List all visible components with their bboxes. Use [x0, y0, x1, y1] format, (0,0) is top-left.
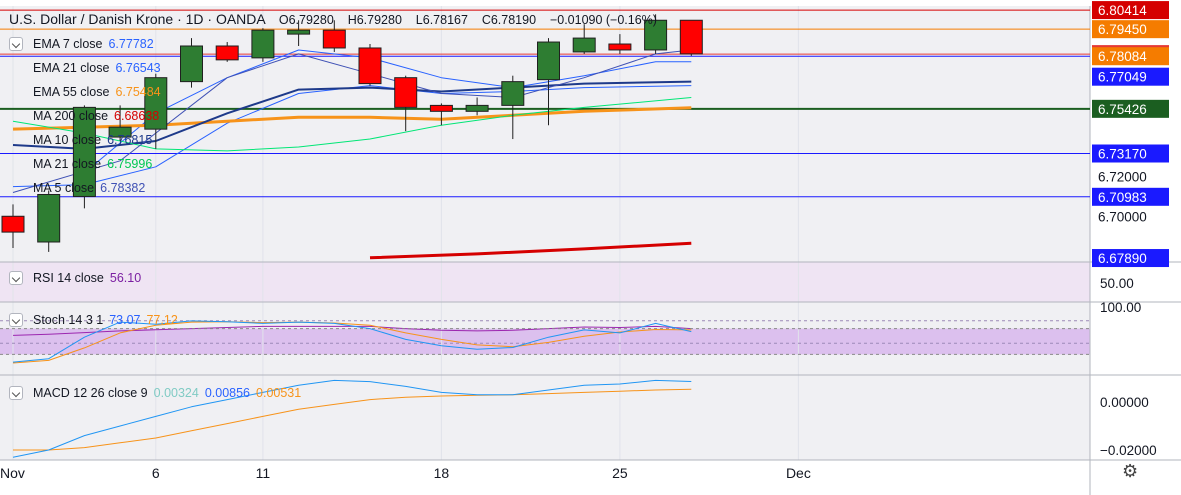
candle-body: [1, 215, 25, 233]
legend-ma5[interactable]: MA 5 close 6.78382: [33, 181, 146, 195]
stoch-collapse-icon[interactable]: [9, 313, 23, 327]
high-value: H6.79280: [347, 13, 402, 27]
symbol-title: U.S. Dollar / Danish Krone · 1D · OANDA: [9, 11, 265, 27]
open-value: O6.79280: [278, 13, 334, 27]
time-axis-label: 11: [256, 465, 271, 481]
rsi-axis-label: 50.00: [1100, 276, 1134, 291]
price-label-bg: [1092, 67, 1169, 86]
candle-body: [144, 77, 168, 130]
price-label-bg: [1092, 99, 1169, 118]
legend-ema55[interactable]: EMA 55 close 6.75484: [33, 85, 161, 99]
close-value: C6.78190: [481, 13, 537, 27]
candle-body: [572, 37, 596, 53]
candle-body: [72, 106, 96, 197]
candle-body: [358, 47, 382, 85]
candle-body: [180, 45, 203, 83]
time-axis-label: Dec: [786, 465, 811, 481]
price-axis-label: 6.70000: [1098, 209, 1147, 224]
macd-legend[interactable]: MACD 12 26 close 9 0.00324 0.00856 0.00531: [33, 386, 302, 400]
stoch-k-line: [12, 320, 692, 363]
price-label-bg: [1092, 144, 1169, 163]
rsi-pane-background: [0, 262, 1090, 302]
price-label-bg: [1092, 249, 1169, 268]
price-axis-label: 6.79450: [1098, 22, 1147, 37]
price-axis-label: 6.80414: [1098, 3, 1147, 18]
chart-header: U.S. Dollar / Danish Krone · 1D · OANDA …: [9, 11, 657, 27]
candle-body: [644, 19, 668, 51]
candle-body: [429, 104, 453, 112]
candle-body: [501, 81, 525, 106]
candle-body: [37, 193, 61, 243]
legend-ma21[interactable]: MA 21 close 6.75996: [33, 157, 153, 171]
collapse-indicators-icon[interactable]: [9, 37, 23, 51]
price-axis-label: 6.67890: [1098, 251, 1147, 266]
price-axis-label: 6.73170: [1098, 147, 1147, 162]
stoch-legend[interactable]: Stoch 14 3 1 73.07 77.12: [33, 313, 178, 327]
candle-body: [394, 77, 418, 108]
macd-line: [12, 379, 692, 458]
price-axis-label: 6.75426: [1098, 102, 1147, 117]
rsi-legend[interactable]: RSI 14 close 56.10: [33, 271, 142, 285]
candle-body: [465, 104, 489, 112]
legend-ema7[interactable]: EMA 7 close 6.77782: [33, 37, 154, 51]
candle-body: [215, 45, 239, 61]
price-axis-label: 6.70983: [1098, 190, 1147, 205]
series-line-ema-7: [84, 49, 692, 174]
candle-body: [608, 43, 632, 51]
time-axis-label: 25: [612, 465, 628, 481]
candle-body: [251, 29, 275, 59]
price-axis-label: 6.78084: [1098, 49, 1147, 64]
price-axis-label: 6.77049: [1098, 70, 1147, 85]
legend-ema21[interactable]: EMA 21 close 6.76543: [33, 61, 161, 75]
candle-body: [287, 29, 311, 35]
macd-signal-line: [13, 388, 692, 451]
macd-axis-label: −0.02000: [1100, 443, 1157, 458]
time-axis-label: Nov: [0, 465, 25, 481]
legend-ma10[interactable]: MA 10 close 6.76815: [33, 133, 153, 147]
price-axis-label: 6.72000: [1098, 170, 1147, 185]
settings-gear-icon[interactable]: ⚙: [1122, 461, 1139, 481]
time-axis-label: 6: [152, 465, 160, 481]
low-value: L6.78167: [415, 13, 468, 27]
stoch-d-line: [12, 321, 692, 364]
price-label-bg: [1092, 187, 1169, 206]
rsi-collapse-icon[interactable]: [9, 271, 23, 285]
candle-body: [537, 41, 560, 81]
macd-axis-label: 0.00000: [1100, 395, 1149, 410]
price-label-bg: [1092, 47, 1169, 66]
price-label-bg: [1092, 20, 1169, 39]
macd-collapse-icon[interactable]: [9, 386, 23, 400]
stoch-band: [0, 328, 1090, 355]
legend-ma200[interactable]: MA 200 close 6.68638: [33, 109, 160, 123]
candle-body: [322, 29, 346, 49]
candle-body: [679, 19, 703, 55]
stoch-axis-label: 100.00: [1100, 300, 1141, 315]
change-value: −0.01090 (−0.16%): [549, 13, 657, 27]
candle-body: [108, 126, 132, 138]
time-axis-label: 18: [434, 465, 450, 481]
price-label-bg: [1092, 1, 1169, 20]
series-line-ma-200: [369, 241, 692, 260]
